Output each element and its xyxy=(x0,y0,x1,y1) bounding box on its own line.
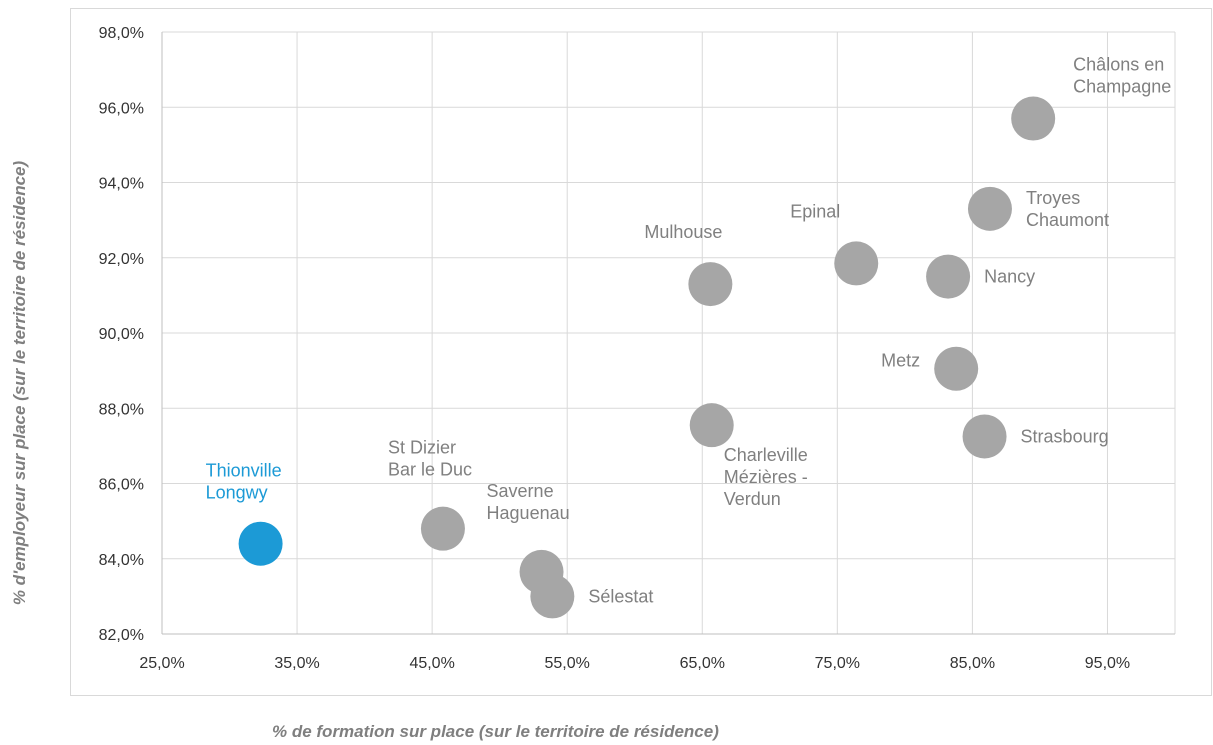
y-tick-label: 92,0% xyxy=(99,251,144,268)
point-label-line: Verdun xyxy=(724,489,781,509)
point-label-line: Nancy xyxy=(984,267,1035,287)
x-tick-label: 55,0% xyxy=(545,655,590,672)
point-label: Metz xyxy=(881,351,920,371)
x-axis-title: % de formation sur place (sur le territo… xyxy=(272,722,719,741)
data-point xyxy=(1011,96,1056,141)
y-tick-label: 90,0% xyxy=(99,326,144,343)
point-label: Troyes Chaumont xyxy=(1026,188,1109,230)
point-label-line: Haguenau xyxy=(487,503,570,523)
point-label-line: Bar le Duc xyxy=(388,460,472,480)
y-tick-label: 96,0% xyxy=(99,100,144,117)
point-label-line: Châlons en xyxy=(1073,55,1164,75)
point-label: Saverne Haguenau xyxy=(487,481,570,523)
data-point xyxy=(530,574,575,619)
point-label-line: Longwy xyxy=(206,483,268,503)
point-label: Charleville Mézières -Verdun xyxy=(724,445,808,509)
point-label: Mulhouse xyxy=(644,222,722,242)
data-point xyxy=(420,506,465,551)
data-point xyxy=(934,346,979,391)
point-label-line: Strasbourg xyxy=(1021,426,1109,446)
x-tick-label: 35,0% xyxy=(274,655,319,672)
point-label-line: Mézières - xyxy=(724,467,808,487)
y-tick-label: 94,0% xyxy=(99,176,144,193)
point-label: Nancy xyxy=(984,267,1035,287)
y-axis-title: % d'employeur sur place (sur le territoi… xyxy=(10,160,29,606)
y-tick-label: 84,0% xyxy=(99,552,144,569)
point-label: Epinal xyxy=(790,201,840,221)
point-label-line: St Dizier xyxy=(388,438,456,458)
x-tick-label: 45,0% xyxy=(409,655,454,672)
point-label: Châlons en Champagne xyxy=(1073,55,1171,97)
x-tick-label: 85,0% xyxy=(950,655,995,672)
y-tick-label: 86,0% xyxy=(99,477,144,494)
point-label: Strasbourg xyxy=(1021,426,1109,446)
data-point xyxy=(689,403,734,448)
data-points xyxy=(238,96,1056,619)
point-label-line: Charleville xyxy=(724,445,808,465)
x-tick-label: 95,0% xyxy=(1085,655,1130,672)
point-label-line: Mulhouse xyxy=(644,222,722,242)
x-tick-label: 75,0% xyxy=(815,655,860,672)
point-label-line: Sélestat xyxy=(588,586,653,606)
grid-lines xyxy=(161,31,1176,635)
data-point xyxy=(238,521,283,566)
point-label: Sélestat xyxy=(588,586,653,606)
tick-labels: 25,0% 35,0% 45,0% 55,0% 65,0% 75,0% 85,0% 95,0%… xyxy=(99,25,1131,672)
point-label-line: Chaumont xyxy=(1026,210,1109,230)
point-label-line: Saverne xyxy=(487,481,554,501)
data-point xyxy=(962,414,1007,459)
y-tick-label: 88,0% xyxy=(99,401,144,418)
data-point xyxy=(688,262,733,307)
y-tick-label: 82,0% xyxy=(99,627,144,644)
point-labels: Thionville Longwy St Dizier Bar le Duc Saver… xyxy=(206,55,1172,607)
point-label-line: Thionville xyxy=(206,461,282,481)
data-point xyxy=(926,254,971,299)
point-label: St Dizier Bar le Duc xyxy=(388,438,472,480)
x-tick-label: 25,0% xyxy=(139,655,184,672)
point-label-line: Epinal xyxy=(790,201,840,221)
point-label: Thionville Longwy xyxy=(206,461,282,503)
point-label-line: Metz xyxy=(881,351,920,371)
y-tick-label: 98,0% xyxy=(99,25,144,42)
data-point xyxy=(834,241,879,286)
point-label-line: Champagne xyxy=(1073,77,1171,97)
data-point xyxy=(967,186,1012,231)
x-tick-label: 65,0% xyxy=(680,655,725,672)
point-label-line: Troyes xyxy=(1026,188,1080,208)
